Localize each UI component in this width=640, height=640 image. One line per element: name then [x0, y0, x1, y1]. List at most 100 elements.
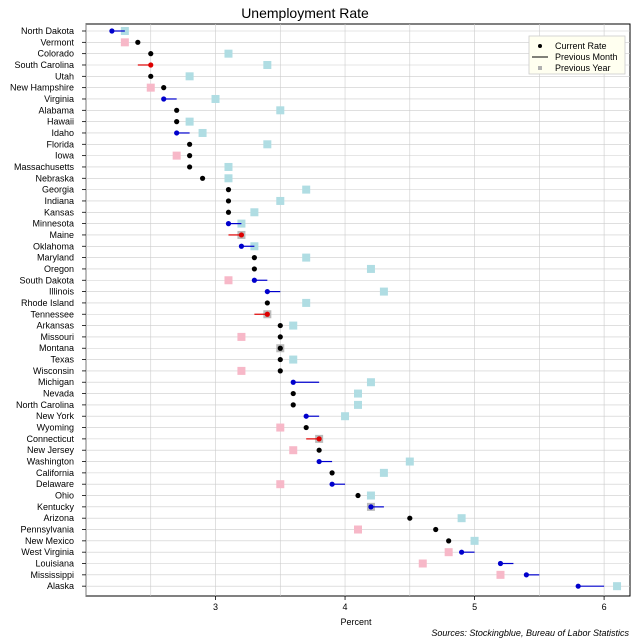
- plot-area: [85, 23, 631, 597]
- state-label: Illinois: [49, 287, 75, 297]
- x-tick-label: 4: [343, 602, 348, 612]
- previous-year-mark: [198, 128, 207, 137]
- current-rate-point: [575, 583, 581, 589]
- previous-year-mark: [120, 27, 129, 35]
- state-label: Arkansas: [36, 321, 74, 331]
- previous-year-mark: [276, 106, 285, 115]
- state-label: West Virginia: [21, 547, 74, 557]
- current-rate-point: [497, 560, 504, 567]
- previous-year-mark: [496, 570, 505, 579]
- previous-year-mark: [302, 185, 311, 194]
- x-axis-label: Percent: [340, 617, 372, 627]
- current-rate-point: [174, 107, 180, 113]
- legend-current-label: Current Rate: [555, 41, 607, 51]
- state-label: Vermont: [40, 37, 74, 47]
- current-rate-point: [277, 322, 283, 329]
- state-label: Utah: [55, 71, 74, 81]
- state-label: North Carolina: [16, 400, 74, 410]
- current-rate-point: [225, 209, 232, 215]
- state-label: Rhode Island: [21, 298, 74, 308]
- state-label: Massachusetts: [14, 162, 75, 172]
- state-label: Maine: [49, 230, 74, 240]
- state-label: Kansas: [44, 207, 75, 217]
- x-tick-label: 5: [472, 602, 477, 612]
- x-tick-label: 6: [602, 602, 607, 612]
- current-rate-point: [187, 164, 193, 170]
- state-label: Georgia: [42, 185, 74, 195]
- state-label: New Hampshire: [10, 83, 74, 93]
- current-rate-point: [161, 96, 167, 102]
- legend-prev-year-marker: [538, 66, 542, 70]
- previous-year-mark: [224, 174, 233, 183]
- current-rate-point: [277, 334, 283, 340]
- current-rate-point: [161, 85, 167, 91]
- previous-year-mark: [613, 582, 622, 591]
- current-rate-point: [277, 368, 283, 374]
- state-label: Missouri: [40, 332, 74, 342]
- previous-year-mark: [146, 83, 155, 92]
- current-rate-point: [251, 266, 257, 272]
- current-rate-point: [303, 413, 309, 419]
- previous-year-mark: [224, 276, 233, 285]
- current-rate-point: [187, 141, 193, 147]
- previous-year-mark: [354, 525, 362, 534]
- current-rate-point: [174, 119, 180, 125]
- current-rate-point: [148, 51, 154, 57]
- state-label: Oregon: [44, 264, 74, 274]
- previous-year-mark: [418, 559, 427, 568]
- state-label: New York: [36, 411, 75, 421]
- source-note: Sources: Stockingblue, Bureau of Labor S…: [431, 628, 629, 638]
- previous-year-mark: [237, 366, 246, 375]
- current-rate-point: [290, 390, 296, 397]
- previous-year-mark: [185, 117, 194, 126]
- current-rate-point: [225, 187, 232, 193]
- state-label: Iowa: [55, 151, 74, 161]
- state-label: Tennessee: [30, 309, 74, 319]
- previous-year-mark: [263, 140, 272, 149]
- current-rate-point: [251, 277, 257, 283]
- state-label: Montana: [39, 343, 74, 353]
- previous-year-mark: [405, 457, 414, 466]
- state-label: South Carolina: [14, 60, 74, 70]
- state-label: Texas: [50, 355, 74, 365]
- state-label: Kentucky: [37, 502, 75, 512]
- current-rate-point: [368, 504, 374, 510]
- previous-year-mark: [224, 162, 233, 171]
- state-label: Alaska: [47, 581, 74, 591]
- current-rate-point: [355, 492, 361, 499]
- current-rate-point: [433, 526, 439, 533]
- state-label: Pennsylvania: [20, 525, 74, 535]
- previous-year-mark: [341, 412, 350, 421]
- state-label: Wisconsin: [33, 366, 74, 376]
- previous-year-mark: [366, 378, 375, 387]
- current-rate-point: [251, 255, 257, 261]
- previous-year-mark: [250, 208, 259, 217]
- state-label: Arizona: [43, 513, 74, 523]
- state-label: Mississippi: [30, 570, 74, 580]
- current-rate-point: [187, 153, 193, 159]
- previous-year-mark: [470, 536, 479, 545]
- x-axis-ticks: 3 4 5 6: [213, 596, 607, 612]
- legend-current-marker: [538, 44, 542, 48]
- previous-year-mark: [379, 468, 388, 477]
- current-rate-point: [316, 458, 322, 465]
- state-label: Virginia: [44, 94, 74, 104]
- state-label: Florida: [46, 139, 74, 149]
- previous-year-mark: [354, 389, 362, 398]
- state-label: Maryland: [37, 253, 74, 263]
- state-label: New Mexico: [25, 536, 74, 546]
- legend-box: [528, 35, 626, 75]
- previous-year-mark: [289, 446, 298, 455]
- state-label: California: [36, 468, 74, 478]
- state-label: New Jersey: [27, 445, 75, 455]
- current-rate-point: [290, 379, 296, 385]
- legend-prev-month-label: Previous Month: [555, 52, 618, 62]
- current-rate-point: [316, 447, 322, 453]
- current-rate-point: [329, 470, 335, 476]
- current-rate-point: [523, 572, 529, 578]
- chart-title: Unemployment Rate: [241, 5, 369, 21]
- previous-year-mark: [457, 514, 466, 523]
- state-label: Oklahoma: [33, 241, 74, 251]
- state-label: Ohio: [55, 491, 74, 501]
- previous-year-mark: [366, 264, 375, 273]
